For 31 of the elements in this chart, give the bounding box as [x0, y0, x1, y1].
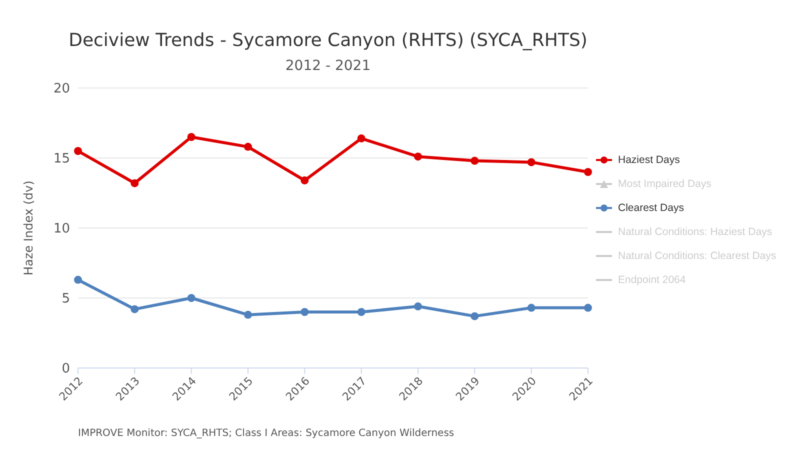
point	[187, 294, 196, 302]
y-tick-label: 20	[53, 82, 70, 97]
y-tick-label: 5	[62, 292, 70, 307]
point	[187, 133, 196, 141]
point	[527, 304, 536, 312]
point	[470, 312, 479, 320]
point	[300, 176, 309, 184]
point	[244, 142, 252, 151]
point	[470, 156, 479, 165]
y-tick-label: 10	[53, 222, 70, 237]
point	[244, 310, 252, 319]
point	[584, 168, 592, 176]
y-tick-label: 0	[62, 362, 70, 377]
chart-subtitle: 2012 - 2021	[284, 58, 372, 74]
chart-title: Deciview Trends - Sycamore Canyon (RHTS) (SYCA_RHTS)	[68, 30, 588, 51]
legend-label: Haziest Days	[618, 154, 680, 166]
point	[527, 158, 536, 166]
y-axis-title: Haze Index (dv)	[21, 180, 36, 276]
point	[584, 304, 592, 312]
text: IMPROVE Monitor: SYCA_RHTS; Class I Areas: Sycamore Canyon Wilderness	[78, 428, 454, 439]
point	[74, 147, 82, 155]
legend-label: Clearest Days	[618, 202, 684, 214]
point	[414, 152, 422, 161]
y-tick-label: 15	[53, 152, 70, 167]
point	[130, 305, 139, 314]
point	[74, 276, 82, 284]
point	[357, 308, 366, 316]
point	[414, 302, 422, 310]
point	[130, 179, 139, 188]
point	[357, 134, 366, 142]
point	[300, 308, 309, 316]
